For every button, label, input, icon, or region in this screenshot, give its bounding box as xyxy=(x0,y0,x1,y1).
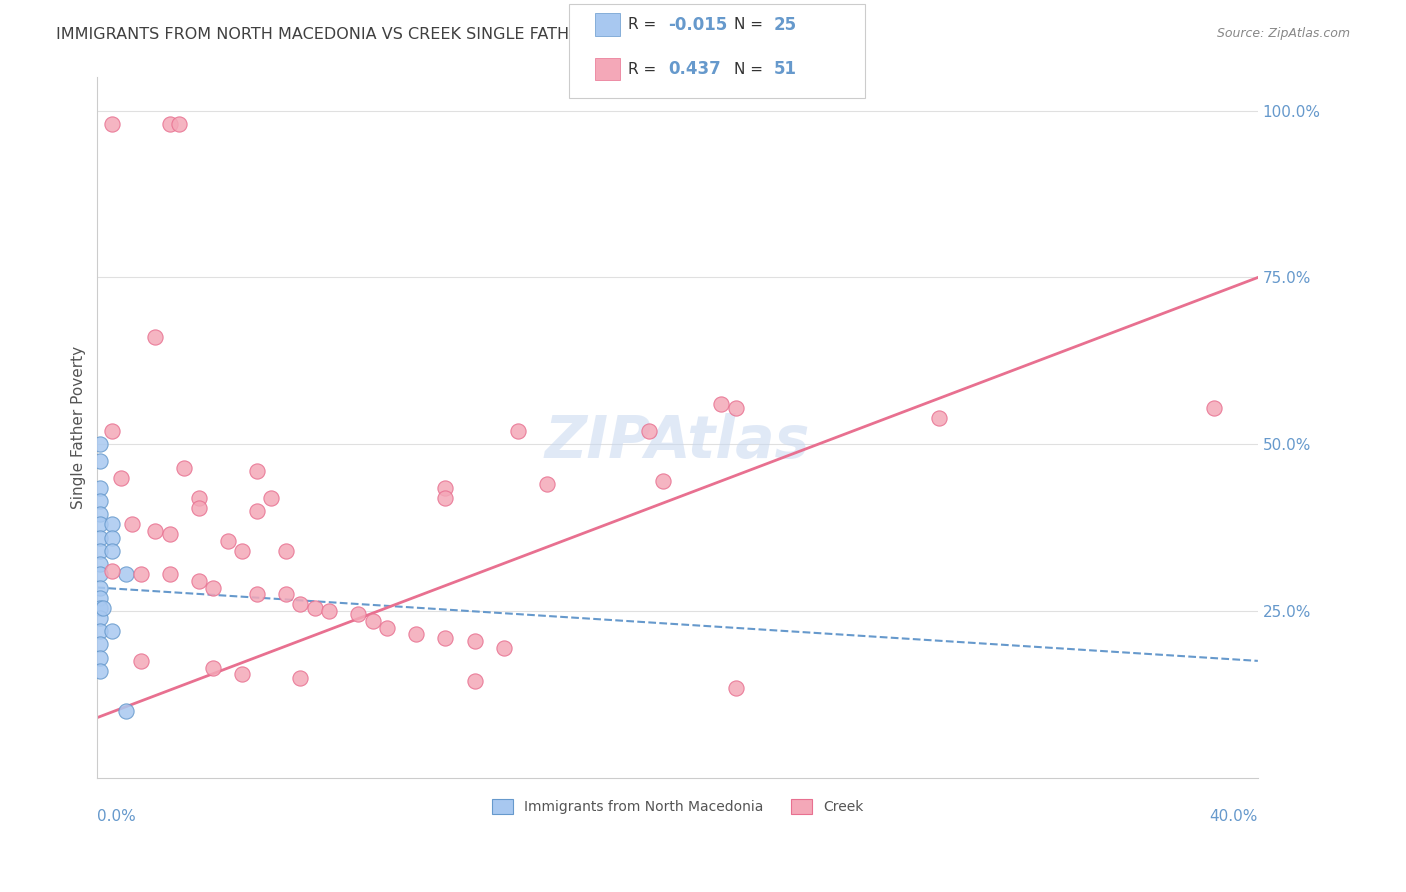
Point xyxy=(724,681,747,695)
Point xyxy=(246,587,269,601)
Text: 0.0%: 0.0% xyxy=(97,809,136,824)
Point xyxy=(89,624,111,638)
Y-axis label: Single Father Poverty: Single Father Poverty xyxy=(72,346,86,509)
Text: N =: N = xyxy=(734,17,763,32)
Point xyxy=(290,671,312,685)
Point xyxy=(101,564,124,578)
Point xyxy=(159,527,181,541)
Point xyxy=(724,401,747,415)
Point xyxy=(115,567,138,582)
Point xyxy=(101,424,124,438)
Point xyxy=(246,464,269,478)
Point xyxy=(463,673,485,688)
Point xyxy=(101,624,124,638)
Point xyxy=(652,474,675,488)
Point xyxy=(506,424,529,438)
Point xyxy=(463,633,485,648)
Text: 0.437: 0.437 xyxy=(668,60,721,78)
Point xyxy=(89,544,111,558)
Text: ZIPAtlas: ZIPAtlas xyxy=(546,413,810,470)
Point xyxy=(89,481,111,495)
Point xyxy=(89,664,111,678)
Point xyxy=(928,410,950,425)
Point xyxy=(434,491,457,505)
Point xyxy=(187,574,209,588)
Legend: Immigrants from North Macedonia, Creek: Immigrants from North Macedonia, Creek xyxy=(486,794,869,820)
Point xyxy=(434,481,457,495)
Point xyxy=(290,597,312,611)
Point xyxy=(89,437,111,451)
Point xyxy=(89,517,111,532)
Text: 51: 51 xyxy=(773,60,796,78)
Point xyxy=(377,621,399,635)
Point xyxy=(434,631,457,645)
Point xyxy=(129,567,152,582)
Point xyxy=(260,491,283,505)
Point xyxy=(347,607,370,622)
Point xyxy=(91,600,114,615)
Point xyxy=(101,531,124,545)
Point xyxy=(89,600,111,615)
Point xyxy=(89,591,111,605)
Point xyxy=(129,654,152,668)
Point xyxy=(710,397,733,411)
Point xyxy=(202,581,225,595)
Point xyxy=(89,650,111,665)
Point xyxy=(115,704,138,718)
Point xyxy=(89,567,111,582)
Text: -0.015: -0.015 xyxy=(668,15,727,34)
Point xyxy=(89,637,111,651)
Point xyxy=(318,604,340,618)
Point xyxy=(89,454,111,468)
Point xyxy=(231,544,253,558)
Point xyxy=(89,558,111,572)
Point xyxy=(1204,401,1226,415)
Point xyxy=(110,470,132,484)
Point xyxy=(101,517,124,532)
Point xyxy=(187,500,209,515)
Point xyxy=(361,614,384,628)
Point xyxy=(89,610,111,624)
Point xyxy=(637,424,659,438)
Text: 25: 25 xyxy=(773,15,796,34)
Text: IMMIGRANTS FROM NORTH MACEDONIA VS CREEK SINGLE FATHER POVERTY CORRELATION CHART: IMMIGRANTS FROM NORTH MACEDONIA VS CREEK… xyxy=(56,27,846,42)
Point xyxy=(187,491,209,505)
Point xyxy=(101,544,124,558)
Point xyxy=(231,667,253,681)
Point xyxy=(217,533,239,548)
Point xyxy=(536,477,558,491)
Text: 40.0%: 40.0% xyxy=(1209,809,1258,824)
Point xyxy=(167,117,190,131)
Point xyxy=(304,600,326,615)
Point xyxy=(145,524,167,538)
Point xyxy=(89,507,111,521)
Text: Source: ZipAtlas.com: Source: ZipAtlas.com xyxy=(1216,27,1350,40)
Point xyxy=(274,587,297,601)
Point xyxy=(492,640,515,655)
Point xyxy=(274,544,297,558)
Point xyxy=(89,493,111,508)
Point xyxy=(159,117,181,131)
Point xyxy=(121,517,143,532)
Point xyxy=(246,504,269,518)
Point xyxy=(101,117,124,131)
Point xyxy=(89,581,111,595)
Point xyxy=(405,627,427,641)
Point xyxy=(145,330,167,344)
Point xyxy=(89,531,111,545)
Point xyxy=(159,567,181,582)
Point xyxy=(173,460,195,475)
Point xyxy=(202,660,225,674)
Text: R =: R = xyxy=(628,62,657,77)
Text: N =: N = xyxy=(734,62,763,77)
Text: R =: R = xyxy=(628,17,657,32)
